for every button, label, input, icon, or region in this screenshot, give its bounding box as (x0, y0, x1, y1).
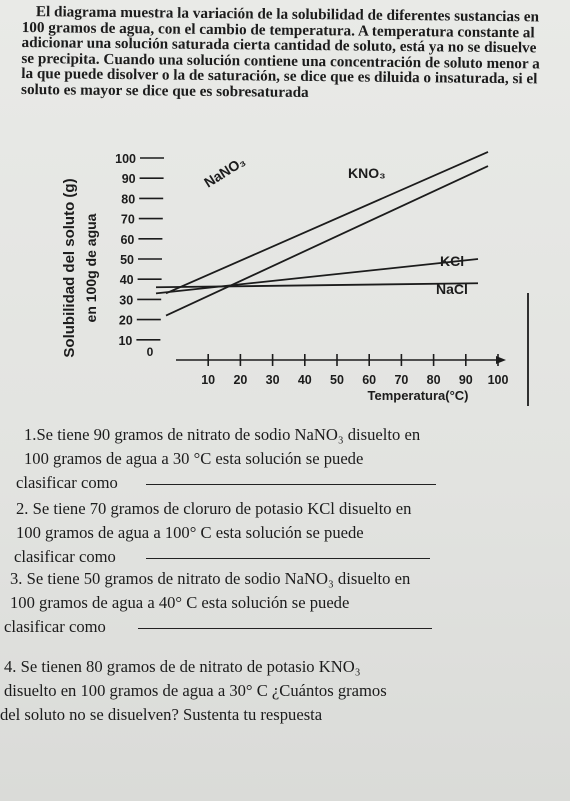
y-tick-label-0: 0 (147, 345, 154, 359)
series-label-kcl: KCl (440, 253, 464, 269)
question-1-line-1: 1.Se tiene 90 gramos de nitrato de sodio… (24, 425, 421, 444)
y-tick-label-40: 40 (120, 273, 134, 287)
question-1-line-2: 100 gramos de agua a 30 °C esta solución… (24, 449, 364, 468)
series-line-kno3 (165, 151, 489, 295)
intro-paragraph: El diagrama muestra la variación de la s… (21, 3, 542, 103)
y-tick-label-100: 100 (115, 152, 136, 166)
x-tick-label-90: 90 (459, 373, 473, 387)
solubility-chart: Solubilidad del soluto (g) en 100g de agu… (58, 148, 538, 408)
question-3-answer-blank[interactable] (138, 614, 432, 629)
x-axis-label: Temperatura(°C) (367, 388, 468, 403)
question-1-line-3: clasificar como (16, 473, 118, 492)
series-label-nano3: NaNO₃ (201, 153, 248, 191)
question-4-line-2: disuelto en 100 gramos de agua a 30° C ¿… (4, 681, 387, 700)
x-tick-label-60: 60 (362, 373, 376, 387)
solubility-chart-svg: Solubilidad del soluto (g) en 100g de agu… (61, 151, 529, 406)
y-tick-label-30: 30 (119, 293, 133, 307)
y-tick-label-60: 60 (120, 233, 134, 247)
x-tick-label-100: 100 (488, 373, 509, 387)
series-label-nacl: NaCl (436, 281, 468, 297)
question-3-line-1: 3. Se tiene 50 gramos de nitrato de sodi… (10, 569, 411, 588)
x-tick-label-20: 20 (233, 373, 247, 387)
y-axis-label-secondary: en 100g de agua (83, 213, 99, 322)
x-tick-label-40: 40 (298, 373, 312, 387)
x-tick-label-10: 10 (201, 373, 215, 387)
series-line-nacl (155, 282, 479, 289)
series-label-kno3: KNO₃ (348, 165, 386, 181)
question-2-line-1: 2. Se tiene 70 gramos de cloruro de pota… (16, 499, 412, 518)
question-3-line-2: 100 gramos de agua a 40° C esta solución… (10, 593, 350, 612)
x-tick-label-80: 80 (427, 373, 441, 387)
y-tick-label-10: 10 (118, 334, 132, 348)
y-tick-label-80: 80 (121, 192, 135, 206)
question-2-line-2: 100 gramos de agua a 100° C esta solució… (16, 523, 364, 542)
y-tick-label-50: 50 (120, 253, 134, 267)
y-tick-label-90: 90 (122, 172, 136, 186)
series-line-nano3 (165, 165, 489, 317)
x-tick-label-70: 70 (394, 373, 408, 387)
question-3-line-3: clasificar como (4, 617, 106, 636)
question-1-answer-blank[interactable] (146, 470, 436, 485)
intro-text: El diagrama muestra la variación de la s… (21, 3, 540, 101)
question-2-line-3: clasificar como (14, 547, 116, 566)
question-4-line-1: 4. Se tienen 80 gramos de de nitrato de … (4, 657, 361, 676)
series-line-kcl (155, 258, 479, 295)
y-tick-label-70: 70 (121, 213, 135, 227)
question-4-line-3: del soluto no se disuelven? Sustenta tu … (0, 705, 323, 724)
x-tick-label-30: 30 (266, 373, 280, 387)
x-tick-label-50: 50 (330, 373, 344, 387)
y-tick-label-20: 20 (119, 314, 133, 328)
y-axis-label: Solubilidad del soluto (g) (61, 178, 78, 357)
question-2-answer-blank[interactable] (146, 544, 430, 559)
